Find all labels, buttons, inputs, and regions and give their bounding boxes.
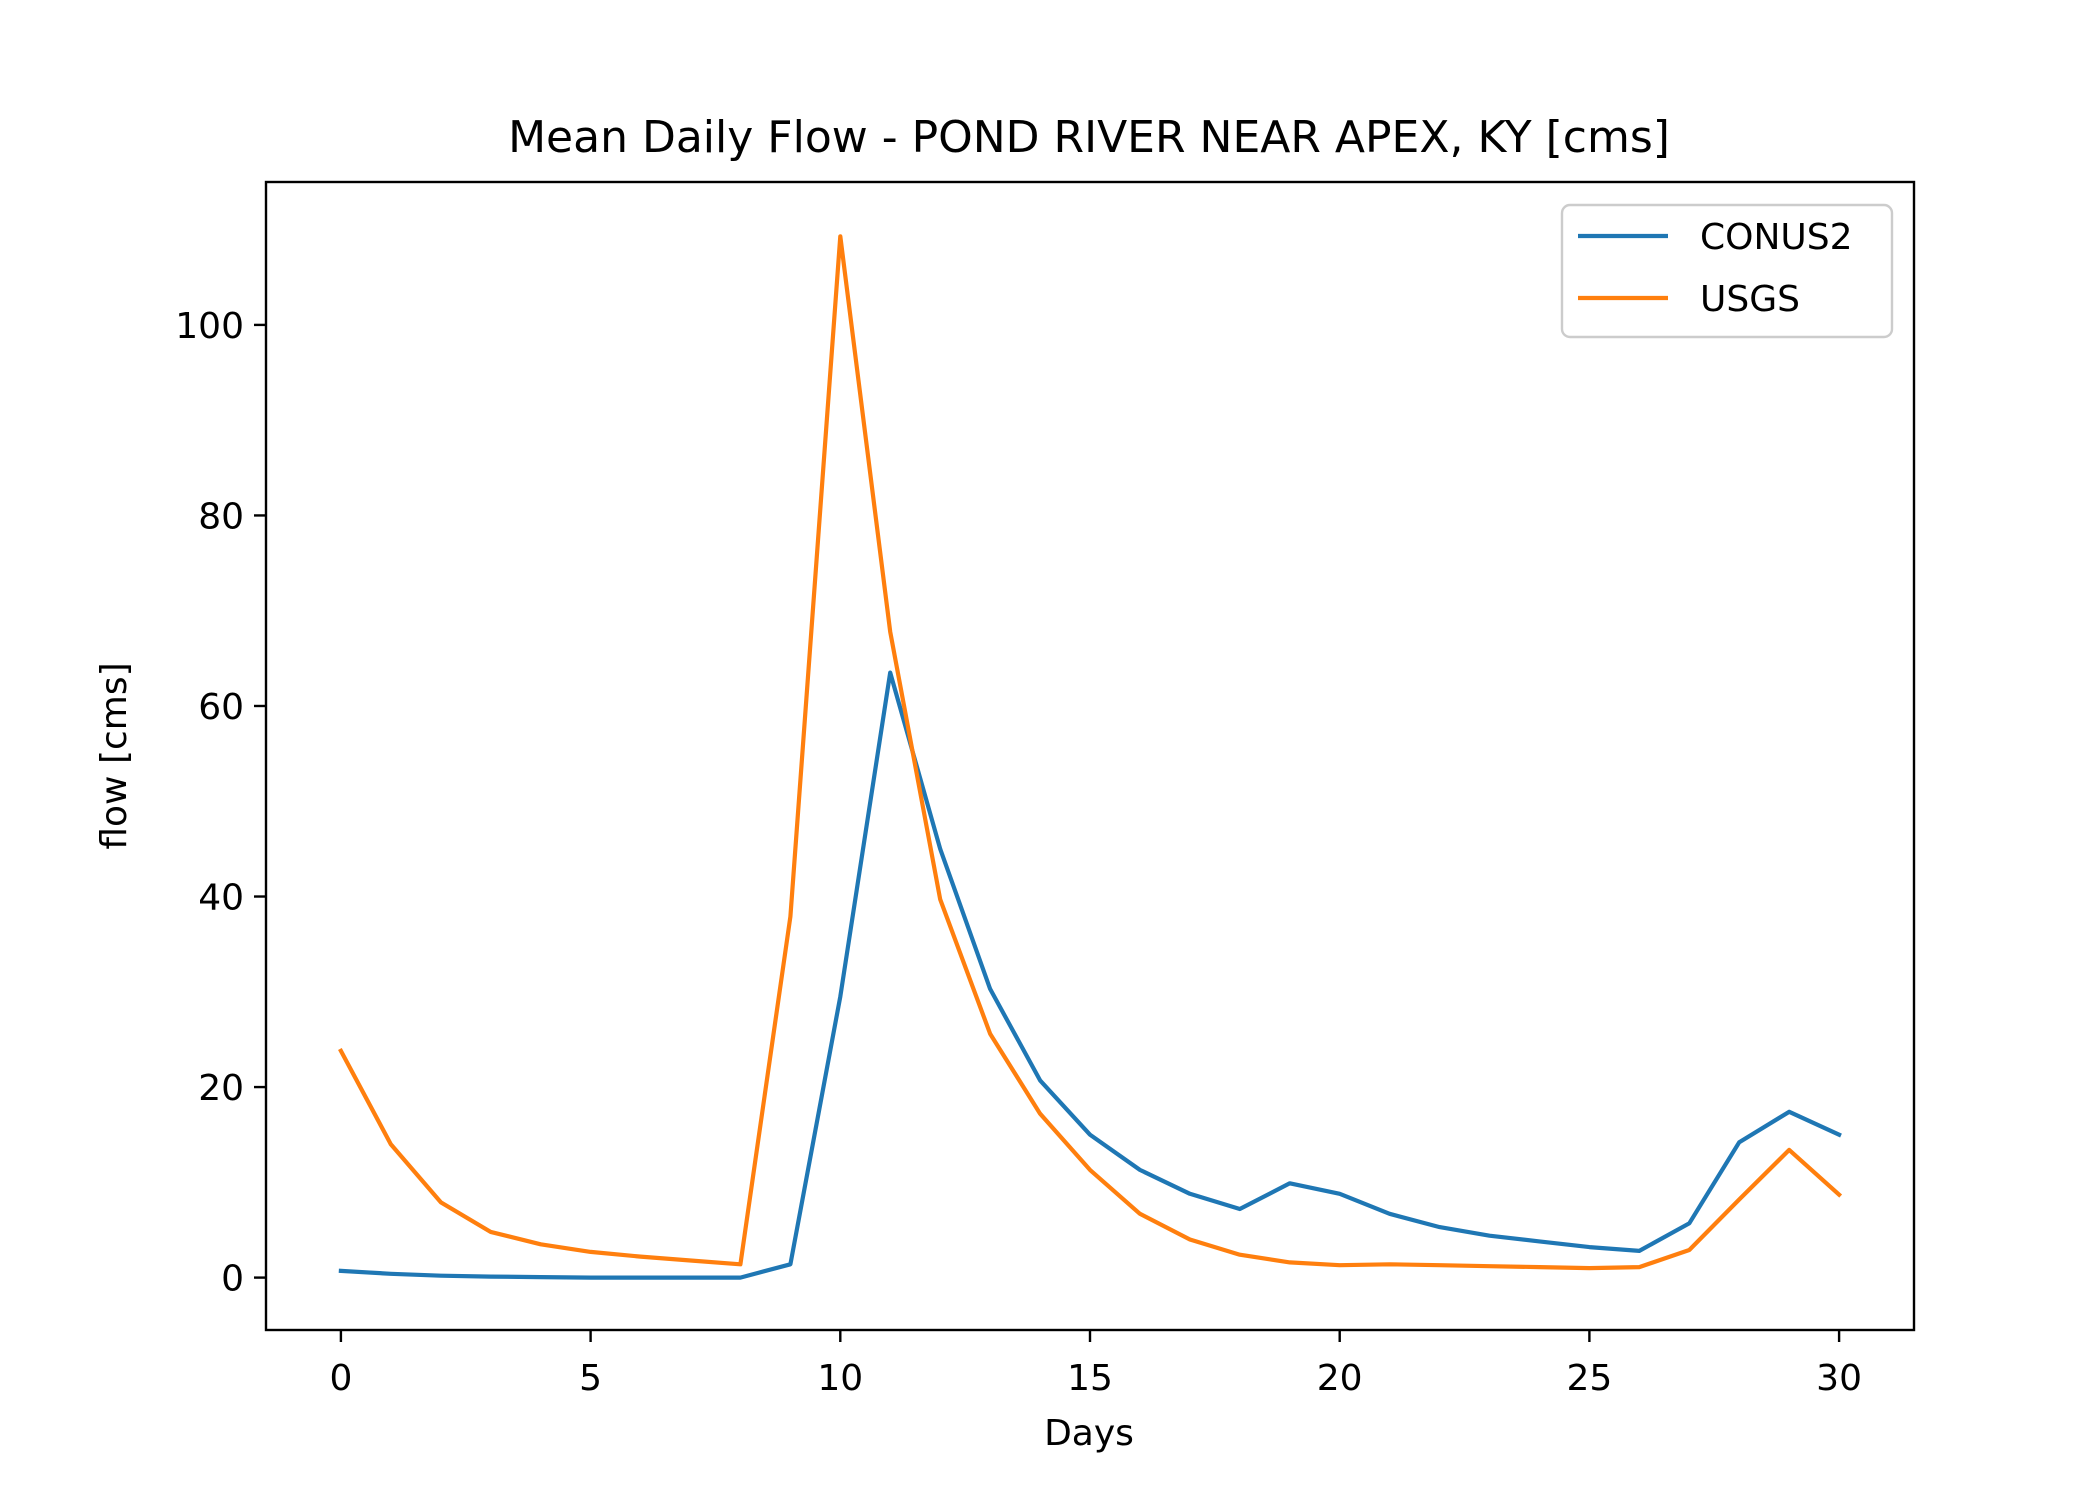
x-tick-label: 10 xyxy=(817,1358,863,1399)
x-tick-label: 20 xyxy=(1317,1358,1363,1399)
series-layer xyxy=(338,234,1843,1280)
x-tick-label: 0 xyxy=(329,1358,352,1399)
legend-label-conus2: CONUS2 xyxy=(1700,217,1853,258)
y-axis-label: flow [cms] xyxy=(94,662,135,849)
x-axis-label: Days xyxy=(1044,1413,1134,1454)
chart-title: Mean Daily Flow - POND RIVER NEAR APEX, … xyxy=(508,112,1670,163)
series-line-usgs xyxy=(338,234,1843,1271)
y-tick-label: 80 xyxy=(198,496,244,537)
y-tick-label: 100 xyxy=(175,306,244,347)
x-tick-label: 30 xyxy=(1816,1358,1862,1399)
y-tick-label: 0 xyxy=(221,1259,244,1300)
series-line-conus2 xyxy=(338,670,1842,1280)
x-axis-ticks: 0 5 10 15 20 25 30 xyxy=(329,1330,1862,1399)
y-tick-label: 20 xyxy=(198,1068,244,1109)
x-tick-label: 25 xyxy=(1566,1358,1612,1399)
y-tick-label: 60 xyxy=(198,687,244,728)
x-tick-label: 5 xyxy=(579,1358,602,1399)
legend-label-usgs: USGS xyxy=(1700,279,1800,320)
x-tick-label: 15 xyxy=(1067,1358,1113,1399)
y-tick-label: 40 xyxy=(198,878,244,919)
legend-entries: CONUS2 USGS xyxy=(1578,217,1853,320)
legend: CONUS2 USGS xyxy=(1560,203,1894,339)
y-axis-ticks: 0 20 40 60 80 100 xyxy=(175,306,266,1300)
